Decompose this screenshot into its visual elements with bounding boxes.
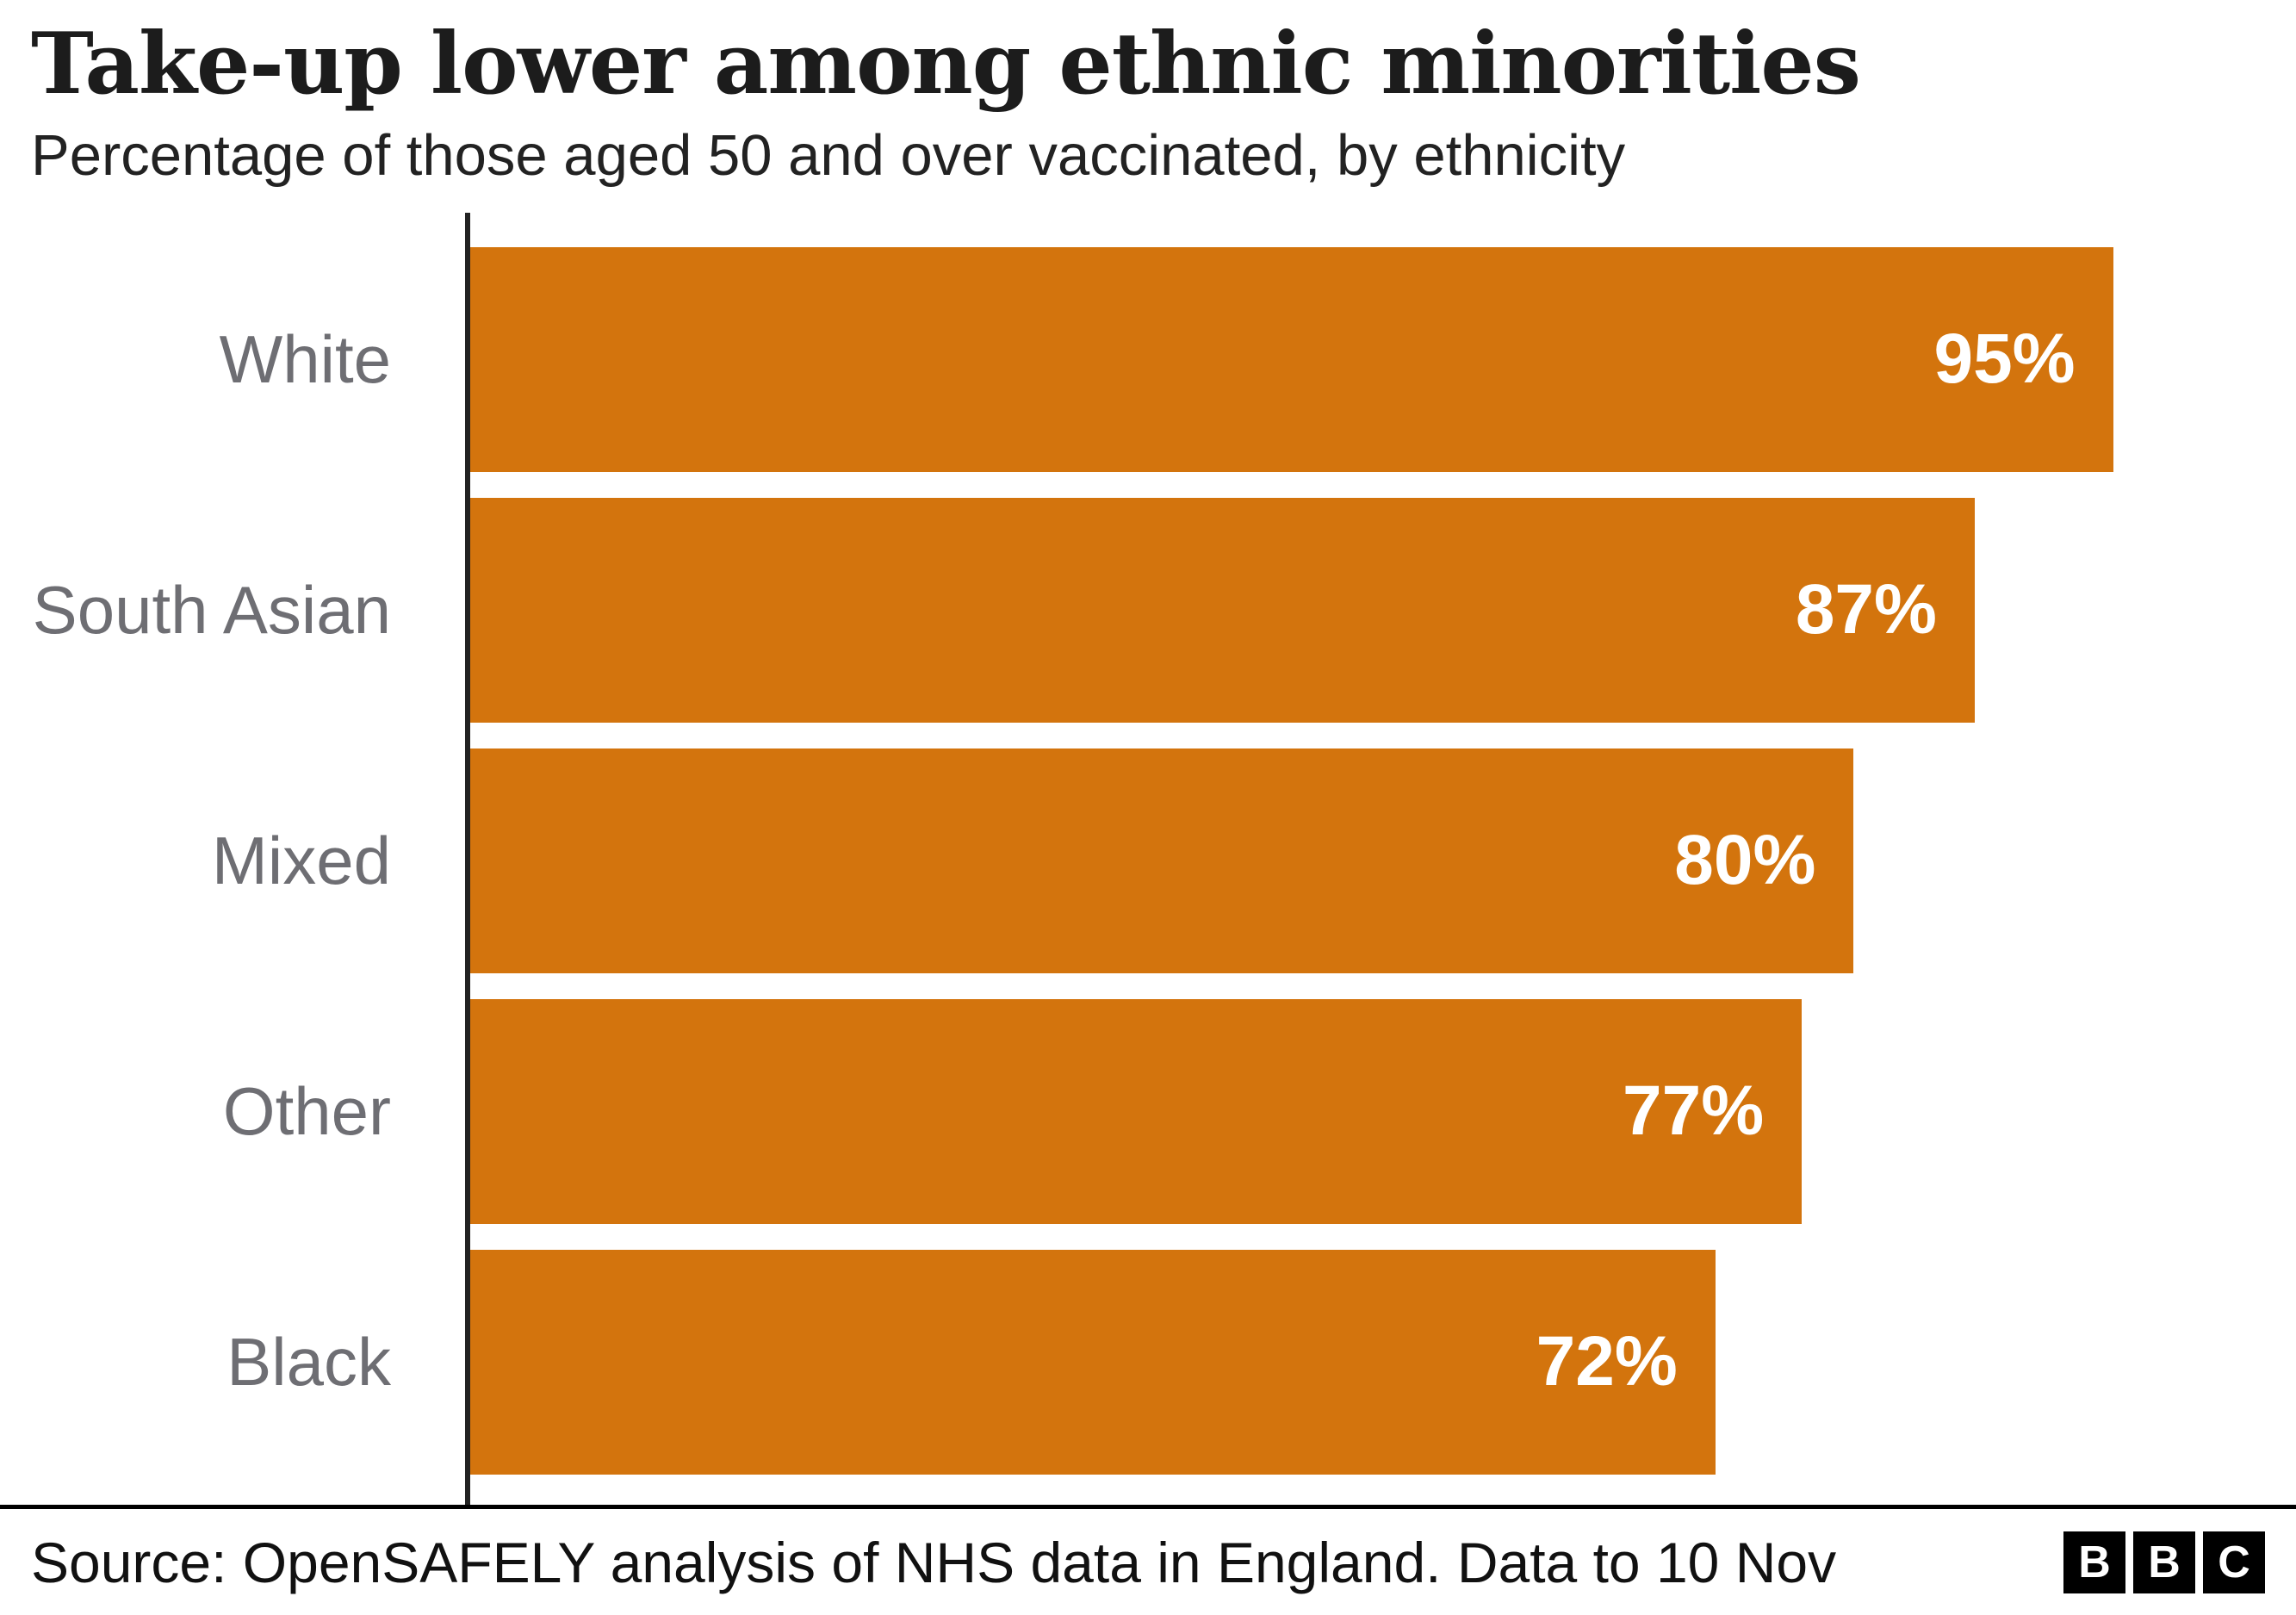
bar-row: Black 72%: [0, 1249, 2296, 1475]
bar-track: 87%: [470, 497, 2200, 723]
bar: 72%: [470, 1249, 1716, 1475]
bar-track: 95%: [470, 246, 2200, 472]
bar-track: 72%: [470, 1249, 2200, 1475]
source-text: Source: OpenSAFELY analysis of NHS data …: [31, 1530, 1837, 1594]
bar-track: 80%: [470, 748, 2200, 973]
category-label: Black: [226, 1323, 391, 1400]
bbc-logo-block: C: [2203, 1531, 2265, 1593]
category-label: White: [219, 320, 391, 397]
bar: 95%: [470, 246, 2113, 472]
category-label: Other: [222, 1072, 391, 1149]
bar-value-label: 80%: [1674, 821, 1816, 900]
bar: 80%: [470, 748, 1854, 973]
chart-title: Take-up lower among ethnic minorities: [31, 15, 1861, 114]
bar-track: 77%: [470, 998, 2200, 1224]
bar-value-label: 95%: [1933, 320, 2076, 399]
bar-value-label: 87%: [1795, 570, 1937, 649]
bar-rows: White 95% South Asian 87% Mixed 80% Other 77% Bl…: [0, 246, 2296, 1475]
bar: 87%: [470, 497, 1975, 723]
y-axis-line: [465, 212, 470, 1505]
bbc-logo-block: B: [2063, 1531, 2125, 1593]
chart-subtitle: Percentage of those aged 50 and over vac…: [31, 122, 1626, 188]
bar-value-label: 77%: [1623, 1071, 1765, 1151]
category-label: South Asian: [32, 571, 391, 648]
bar: 77%: [470, 998, 1803, 1224]
bar-value-label: 72%: [1536, 1322, 1678, 1401]
bar-row: Mixed 80%: [0, 748, 2296, 973]
bar-chart: White 95% South Asian 87% Mixed 80% Other 77% Bl…: [0, 212, 2296, 1505]
bar-row: Other 77%: [0, 998, 2296, 1224]
bar-row: White 95%: [0, 246, 2296, 472]
chart-header: Take-up lower among ethnic minorities Pe…: [0, 0, 2296, 197]
bbc-logo-block: B: [2133, 1531, 2195, 1593]
chart-footer: Source: OpenSAFELY analysis of NHS data …: [0, 1505, 2296, 1615]
category-label: Mixed: [211, 822, 391, 898]
bar-row: South Asian 87%: [0, 497, 2296, 723]
